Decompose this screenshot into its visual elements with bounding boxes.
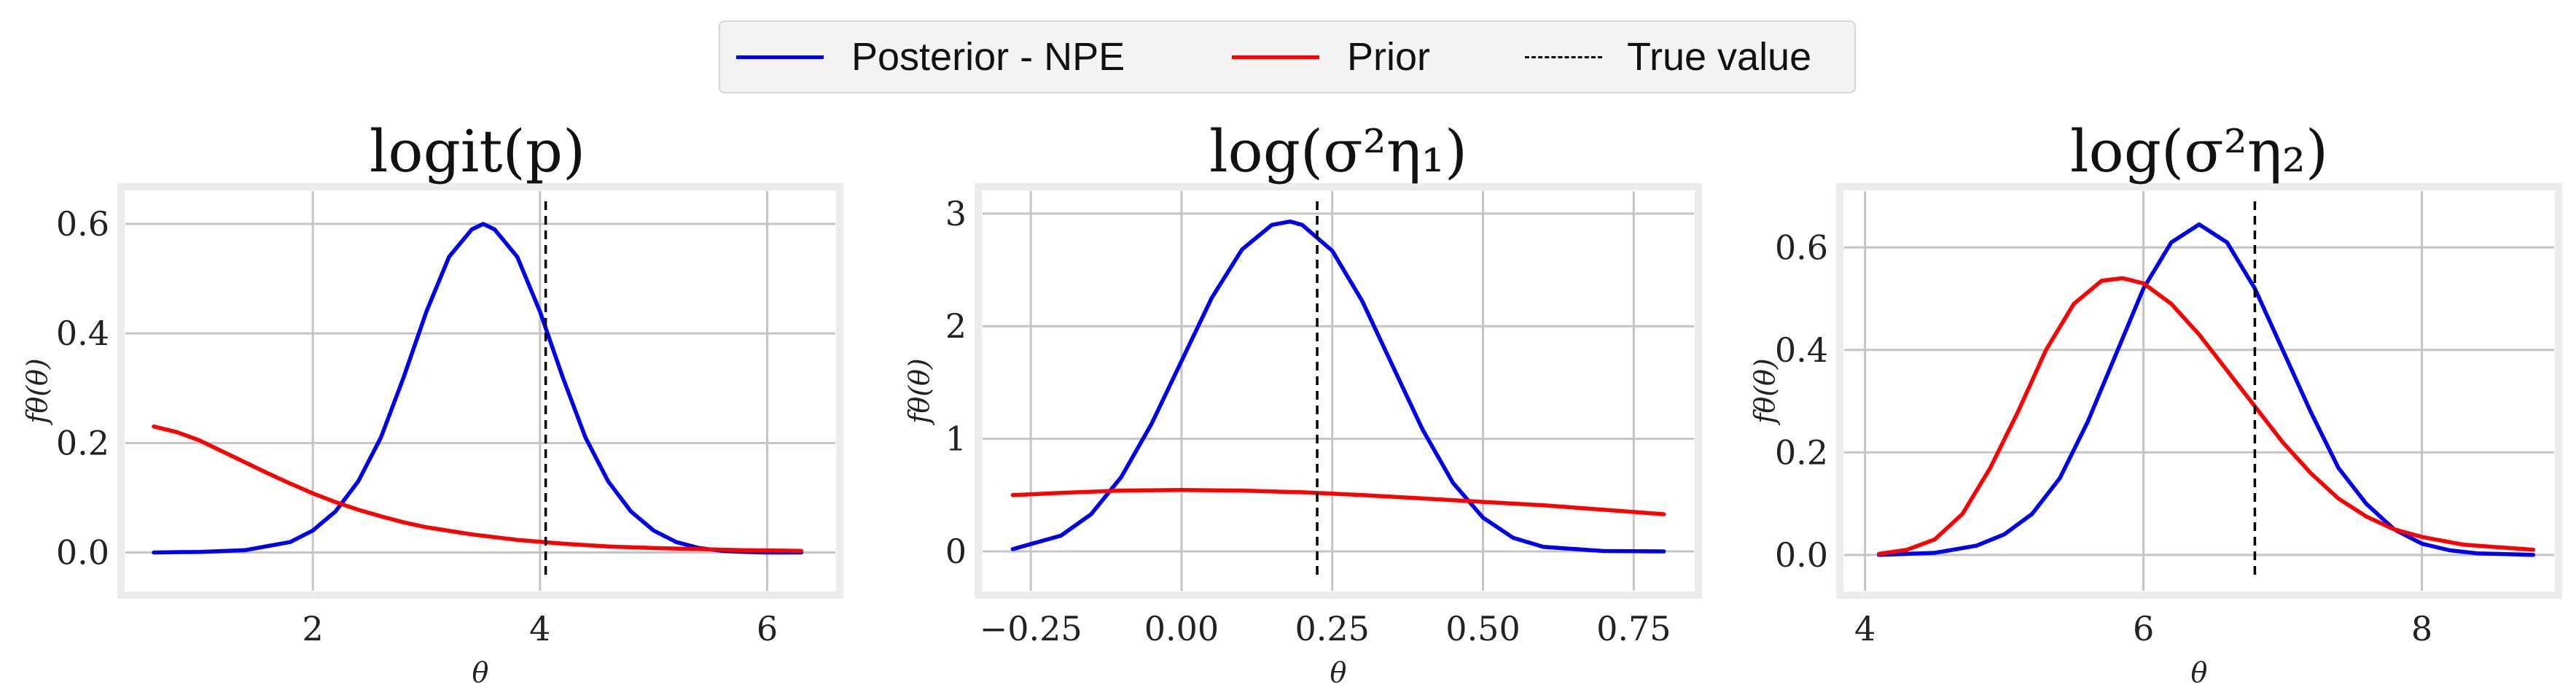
legend-prior-swatch (1232, 55, 1319, 59)
legend-item-prior: Prior (1232, 22, 1430, 92)
subplot-title: log(σ²η₁) (1209, 117, 1467, 185)
legend-prior-label: Prior (1347, 35, 1431, 79)
prior-line (1876, 276, 2536, 557)
y-tick-label: 3 (945, 194, 967, 233)
posterior-line (1010, 219, 1666, 554)
y-tick-label: 0.0 (1775, 535, 1828, 575)
y-tick-label: 0.4 (56, 314, 109, 353)
x-tick-label: 6 (757, 609, 778, 648)
axes-frame (117, 183, 843, 599)
legend-posterior-label: Posterior - NPE (851, 35, 1125, 79)
y-tick-label: 1 (945, 419, 967, 459)
x-tick-label: 4 (1854, 609, 1876, 648)
legend-true-value-swatch (1525, 55, 1602, 58)
y-tick-label: 0.6 (56, 204, 109, 244)
plot-background (1844, 191, 2554, 591)
plot-background (983, 191, 1694, 591)
subplot-1: 0.0 0.2 0.4 0.6 2 4 6 logit(p) θ fθ(θ) (21, 117, 843, 689)
x-axis-label: θ (1330, 656, 1347, 689)
x-axis-label: θ (472, 656, 489, 689)
y-tick-label: 0.4 (1775, 330, 1828, 370)
legend: Posterior - NPE Prior True value (719, 20, 1856, 93)
x-tick-label: 2 (302, 609, 323, 648)
x-tick-label: −0.25 (980, 609, 1082, 648)
prior-line (1010, 488, 1666, 516)
x-tick-label: 0.25 (1295, 609, 1370, 648)
posterior-line (1876, 222, 2536, 557)
legend-posterior-swatch (736, 55, 824, 59)
y-tick-label: 0.6 (1775, 228, 1828, 267)
legend-item-true-value: True value (1525, 22, 1811, 92)
x-tick-label: 4 (529, 609, 550, 648)
y-axis-label: fθ(θ) (903, 358, 935, 425)
y-axis-label: fθ(θ) (1749, 358, 1781, 425)
plot-background (125, 191, 835, 591)
subplot-2: 0 1 2 3 −0.25 0.00 0.25 0.50 0.75 log(σ²η₁) θ fθ(θ) (903, 117, 1702, 689)
y-tick-label: 0.2 (56, 423, 109, 462)
x-tick-label: 6 (2133, 609, 2154, 648)
y-tick-label: 0.2 (1775, 433, 1828, 472)
x-tick-label: 0.50 (1445, 609, 1520, 648)
x-tick-label: 0.75 (1596, 609, 1671, 648)
y-tick-label: 0 (945, 532, 967, 571)
y-tick-label: 0.0 (56, 532, 109, 572)
x-tick-label: 8 (2411, 609, 2432, 648)
subplot-3: 0.0 0.2 0.4 0.6 4 6 8 log(σ²η₂) θ fθ(θ) (1749, 117, 2562, 689)
y-axis-label: fθ(θ) (21, 358, 53, 425)
legend-item-posterior: Posterior - NPE (736, 22, 1125, 92)
legend-true-value-label: True value (1627, 35, 1812, 79)
subplot-title: logit(p) (370, 117, 585, 185)
y-tick-label: 2 (945, 306, 967, 346)
x-tick-label: 0.00 (1144, 609, 1219, 648)
x-axis-label: θ (2191, 656, 2208, 689)
axes-frame (1836, 183, 2562, 599)
posterior-line (152, 222, 803, 555)
subplot-title: log(σ²η₂) (2070, 117, 2328, 185)
axes-frame (975, 183, 1702, 599)
prior-line (152, 424, 803, 553)
